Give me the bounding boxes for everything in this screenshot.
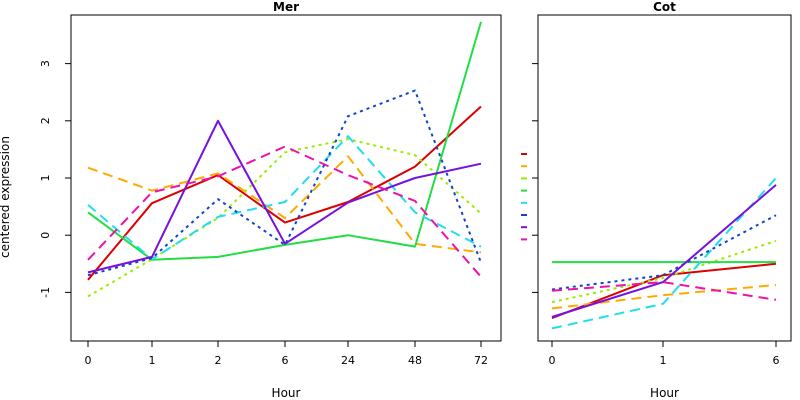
series-line-7: [551, 184, 777, 318]
plot-frame: [537, 14, 792, 342]
y-tick-label: 3: [39, 60, 52, 67]
x-tick-label: 0: [549, 354, 556, 367]
x-axis-title: Hour: [650, 386, 679, 400]
x-tick-label: 1: [660, 354, 667, 367]
x-tick-label: 72: [474, 354, 488, 367]
series-line-3: [87, 138, 482, 298]
series-line-5: [87, 135, 482, 261]
x-tick-label: 24: [341, 354, 355, 367]
series-line-6: [87, 89, 482, 277]
y-tick-label: 2: [39, 117, 52, 124]
panel-title: Cot: [653, 0, 676, 14]
y-axis-title: centered expression: [0, 136, 12, 258]
series-line-3: [551, 239, 777, 304]
panel-mer: Mer 0 1 2 6 24 48 72 Hour -1 0 1 2 3: [39, 0, 502, 400]
x-tick-label: 0: [85, 354, 92, 367]
x-axis-title: Hour: [272, 386, 301, 400]
panel-title: Mer: [273, 0, 299, 14]
series-line-5: [551, 177, 777, 330]
series-line-4: [87, 21, 482, 261]
plot-frame: [70, 14, 502, 342]
x-tick-label: 48: [408, 354, 422, 367]
series-line-7: [87, 119, 482, 274]
series-line-2: [551, 284, 777, 310]
series-line-8: [551, 281, 777, 301]
series-line-1: [87, 105, 482, 281]
series-line-8: [87, 145, 482, 278]
y-tick-label: -1: [39, 287, 52, 298]
x-tick-label: 6: [773, 354, 780, 367]
series-line-6: [551, 214, 777, 291]
y-tick-label: 1: [39, 175, 52, 182]
series-line-2: [87, 155, 482, 254]
x-tick-label: 2: [215, 354, 222, 367]
y-tick-label: 0: [39, 232, 52, 239]
panel-cot: Cot 0 1 6 Hour: [521, 0, 792, 400]
x-tick-label: 6: [282, 354, 289, 367]
series-line-1: [551, 262, 777, 320]
x-tick-label: 1: [149, 354, 156, 367]
